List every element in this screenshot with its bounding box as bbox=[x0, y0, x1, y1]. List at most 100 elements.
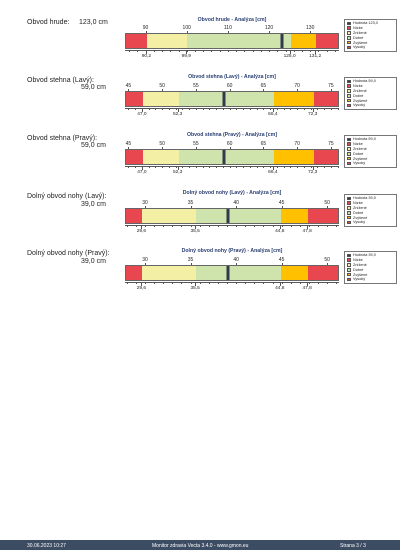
ruler-tick bbox=[155, 108, 157, 110]
legend-label: Znížené bbox=[353, 205, 367, 210]
ruler-tick bbox=[330, 108, 332, 110]
chart-title: Obvod stehna (Pravý) - Analýza [cm] bbox=[186, 132, 278, 138]
ruler-tick bbox=[195, 166, 197, 168]
ruler-tick bbox=[154, 282, 156, 284]
ruler-tick bbox=[318, 50, 320, 52]
measurement-section-calf-right: Dolný obvod nohy (Pravý): 39,0 cm Dolný … bbox=[0, 242, 400, 302]
ruler-tick bbox=[129, 50, 131, 52]
axis-tick-mark bbox=[229, 147, 231, 149]
axis-tick-mark bbox=[190, 263, 192, 265]
ruler-tick bbox=[219, 50, 221, 52]
legend-swatch bbox=[347, 277, 351, 282]
bound-label: 99,9 bbox=[181, 54, 191, 59]
legend-swatch bbox=[347, 26, 351, 30]
axis-tick-label: 50 bbox=[159, 141, 165, 147]
legend-swatch bbox=[347, 211, 351, 215]
ruler-tick bbox=[308, 225, 310, 227]
measurement-name: Obvod stehna (Lavý): bbox=[27, 77, 94, 84]
bound-tick bbox=[307, 282, 309, 286]
legend-swatch bbox=[347, 215, 351, 220]
ruler-tick bbox=[317, 166, 319, 168]
ruler-tick bbox=[195, 108, 197, 110]
axis-ruler bbox=[125, 108, 339, 113]
ruler-tick bbox=[303, 108, 305, 110]
legend-label: Znížené bbox=[353, 30, 367, 35]
axis-tick-mark bbox=[263, 147, 265, 149]
chart-legend: Hodnota 123,0 Nízke Znížené Dobré Zvýšené Vys… bbox=[344, 19, 397, 52]
chart-title: Dolný obvod nohy (Lavý) - Analýza [cm] bbox=[182, 190, 282, 196]
axis-tick-label: 45 bbox=[278, 200, 285, 206]
axis-tick-label: 75 bbox=[328, 83, 334, 89]
ruler-tick bbox=[182, 108, 184, 110]
ruler-tick bbox=[263, 282, 265, 284]
value-marker bbox=[222, 92, 226, 106]
bound-label: 29,6 bbox=[136, 229, 147, 234]
ruler-tick bbox=[276, 166, 278, 168]
ruler-tick bbox=[299, 225, 301, 227]
axis-tick-label: 40 bbox=[233, 200, 239, 206]
legend-item: Nízke bbox=[347, 84, 394, 89]
legend-item: Znížené bbox=[347, 147, 394, 152]
bound-tick bbox=[272, 166, 274, 170]
ruler-tick bbox=[199, 282, 201, 284]
legend-label: Vysoký bbox=[353, 103, 366, 108]
ruler-tick bbox=[202, 108, 204, 110]
axis-tick-mark bbox=[330, 147, 332, 149]
ruler-tick bbox=[236, 108, 238, 110]
ruler-tick bbox=[145, 50, 147, 52]
analysis-bar bbox=[125, 208, 339, 224]
ruler-tick bbox=[243, 166, 245, 168]
bound-tick bbox=[177, 166, 179, 170]
chart-legend: Hodnota 59,0 Nízke Znížené Dobré Zvýšené Vyso… bbox=[344, 77, 397, 110]
legend-item: Vysoký bbox=[347, 103, 394, 108]
ruler-tick bbox=[137, 50, 139, 52]
ruler-tick bbox=[208, 282, 210, 284]
bound-label: 66,4 bbox=[268, 112, 278, 117]
bound-label: 52,3 bbox=[172, 112, 183, 117]
axis-tick-mark bbox=[162, 147, 164, 149]
ruler-tick bbox=[254, 282, 256, 284]
ruler-tick bbox=[229, 108, 231, 110]
legend-item: Hodnota 39,0 bbox=[347, 196, 394, 201]
legend-item: Znížené bbox=[347, 206, 394, 211]
ruler-tick bbox=[163, 225, 165, 227]
bound-label: 66,4 bbox=[268, 170, 278, 175]
bound-tick bbox=[177, 108, 179, 112]
ruler-tick bbox=[222, 166, 224, 168]
ruler-tick bbox=[263, 225, 265, 227]
legend-swatch bbox=[347, 79, 351, 84]
ruler-line bbox=[125, 225, 339, 226]
bound-tick bbox=[186, 50, 188, 54]
value-marker bbox=[226, 209, 230, 223]
bound-tick bbox=[195, 225, 197, 229]
bound-tick bbox=[279, 282, 281, 286]
legend-item: Vysoký bbox=[347, 161, 394, 166]
ruler-tick bbox=[310, 50, 312, 52]
ruler-tick bbox=[175, 166, 177, 168]
ruler-tick bbox=[324, 108, 326, 110]
legend-label: Dobré bbox=[353, 210, 364, 215]
legend-item: Hodnota 39,0 bbox=[347, 253, 394, 258]
legend-label: Zvýšené bbox=[353, 215, 368, 220]
axis-tick-label: 55 bbox=[193, 83, 199, 89]
bound-tick bbox=[307, 225, 309, 229]
range-segment bbox=[273, 92, 314, 106]
legend-item: Zvýšené bbox=[347, 272, 394, 277]
footer-app-name: Monitor zdravia Vecta 3.4.0 - www.gmon.e… bbox=[152, 542, 249, 549]
chart-title: Obvod hrude - Analýza [cm] bbox=[197, 17, 267, 23]
axis-ruler bbox=[125, 225, 339, 230]
axis-tick-label: 50 bbox=[324, 257, 330, 263]
bound-label: 44,8 bbox=[275, 229, 285, 234]
ruler-tick bbox=[217, 282, 219, 284]
legend-swatch bbox=[347, 206, 351, 210]
axis-tick-mark bbox=[330, 89, 332, 91]
axis-tick-label: 40 bbox=[233, 257, 239, 263]
ruler-tick bbox=[256, 166, 258, 168]
ruler-tick bbox=[297, 166, 299, 168]
ruler-tick bbox=[260, 50, 262, 52]
axis-tick-label: 70 bbox=[294, 141, 300, 147]
ruler-tick bbox=[290, 282, 292, 284]
ruler-tick bbox=[190, 225, 192, 227]
legend-label: Vysoký bbox=[353, 277, 366, 282]
ruler-tick bbox=[155, 166, 157, 168]
